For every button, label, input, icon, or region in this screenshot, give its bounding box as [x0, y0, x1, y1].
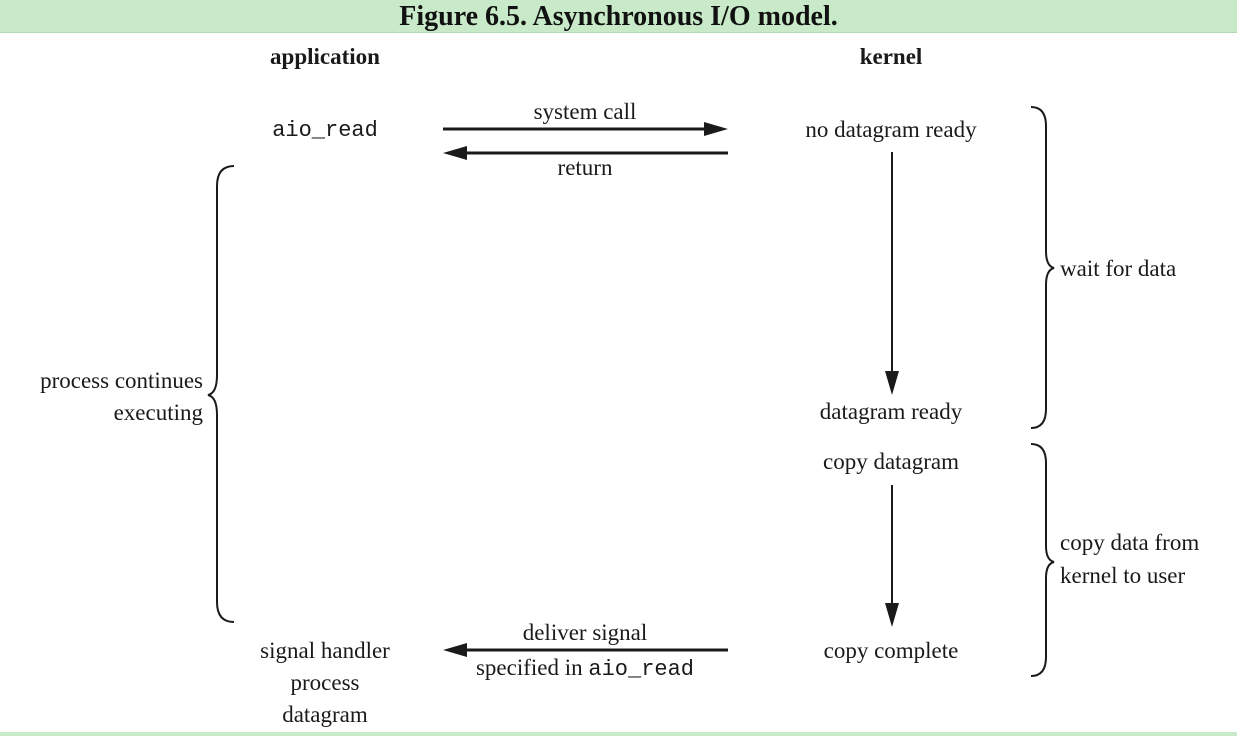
process-continues-brace	[207, 165, 235, 623]
system-call-label: system call	[534, 99, 637, 124]
signal-handler-line3: datagram	[282, 702, 368, 727]
application-heading: application	[270, 44, 380, 69]
return-label: return	[558, 155, 613, 180]
signal-handler-line1: signal handler	[260, 638, 390, 663]
wait-arrow-head	[885, 371, 899, 395]
copy-arrow-head	[885, 603, 899, 627]
wait-for-data-brace	[1030, 106, 1055, 429]
kernel-heading: kernel	[860, 44, 923, 69]
specified-in-fn: aio_read	[588, 657, 694, 682]
aio-read-call-label: aio_read	[272, 118, 378, 143]
deliver-signal-label: deliver signal	[523, 620, 648, 645]
copy-data-line1: copy data from	[1060, 530, 1199, 555]
deliver-signal-arrow-head	[443, 643, 467, 657]
signal-handler-line2: process	[291, 670, 360, 695]
copy-data-brace	[1030, 443, 1055, 677]
specified-in-text: specified in	[476, 655, 588, 680]
specified-in-label: specified in aio_read	[476, 655, 694, 682]
no-datagram-ready-label: no datagram ready	[805, 117, 977, 142]
wait-for-data-label: wait for data	[1060, 256, 1176, 281]
copy-datagram-label: copy datagram	[823, 449, 959, 474]
process-continues-line1: process continues	[40, 368, 203, 393]
figure-title-bar: Figure 6.5. Asynchronous I/O model.	[0, 0, 1237, 33]
system-call-arrow-head	[704, 122, 728, 136]
return-arrow-head	[443, 146, 467, 160]
process-continues-line2: executing	[114, 400, 204, 425]
datagram-ready-label: datagram ready	[820, 399, 963, 424]
copy-complete-label: copy complete	[824, 638, 959, 663]
figure-title: Figure 6.5. Asynchronous I/O model.	[399, 1, 838, 32]
figure-bottom-bar	[0, 732, 1237, 736]
copy-data-line2: kernel to user	[1060, 563, 1186, 588]
